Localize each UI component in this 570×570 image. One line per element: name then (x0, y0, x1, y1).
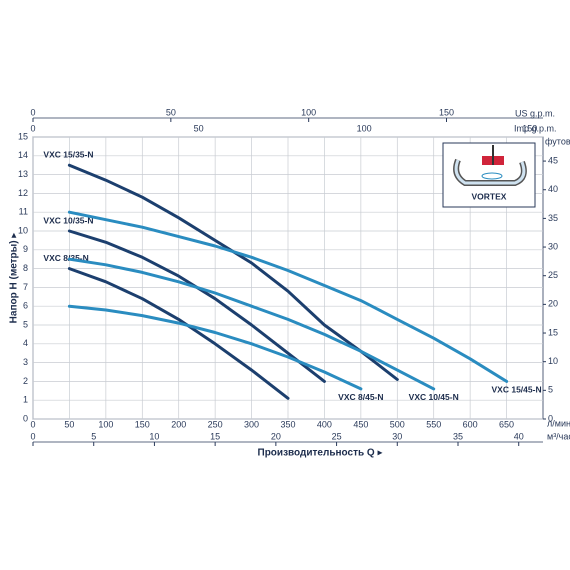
us-gpm-tick-label: 50 (166, 107, 176, 117)
m3h-tick-label: 35 (453, 431, 463, 441)
imp-gpm-tick-label: 0 (30, 123, 35, 133)
series-label: VXC 10/45-N (409, 392, 459, 402)
x-axis-title: Производительность Q ▸ (258, 448, 383, 459)
curve (67, 210, 509, 383)
y-tick-label: 11 (19, 207, 28, 217)
feet-tick-label: 20 (548, 299, 558, 309)
x-tick-label: 50 (64, 419, 74, 429)
m3h-tick-label: 25 (332, 431, 342, 441)
y-tick-label: 3 (23, 357, 28, 367)
m3h-tick-label: 20 (271, 431, 281, 441)
y-tick-label: 14 (18, 150, 28, 160)
x-tick-label: 100 (98, 419, 113, 429)
y-tick-label: 8 (23, 263, 28, 273)
x-tick-label: 0 (30, 419, 35, 429)
x-tick-label: 450 (353, 419, 368, 429)
feet-tick-label: 15 (548, 327, 558, 337)
feet-tick-label: 0 (548, 413, 553, 423)
imp-gpm-tick-label: 100 (357, 123, 372, 133)
us-gpm-tick-label: 150 (439, 107, 454, 117)
x-tick-label: 150 (135, 419, 150, 429)
x-tick-label: 550 (426, 419, 441, 429)
imp-gpm-tick-label: 50 (194, 123, 204, 133)
series-label: VXC 8/35-N (43, 253, 88, 263)
x-tick-label: 350 (280, 419, 295, 429)
m3h-tick-label: 40 (514, 431, 524, 441)
m3h-tick-label: 15 (210, 431, 220, 441)
feet-tick-label: 35 (548, 213, 558, 223)
m3h-tick-label: 0 (30, 431, 35, 441)
x-tick-label: 400 (317, 419, 332, 429)
x-tick-label: 250 (208, 419, 223, 429)
unit-label: футов (545, 136, 570, 146)
curve (67, 257, 436, 391)
feet-tick-label: 5 (548, 385, 553, 395)
y-tick-label: 13 (18, 169, 28, 179)
feet-tick-label: 40 (548, 184, 558, 194)
feet-tick-label: 45 (548, 155, 558, 165)
y-tick-label: 6 (23, 301, 28, 311)
y-tick-label: 2 (23, 376, 28, 386)
curve (67, 267, 290, 400)
series-label: VXC 8/45-N (338, 392, 383, 402)
x-tick-label: 500 (390, 419, 405, 429)
y-tick-label: 12 (18, 188, 28, 198)
m3h-tick-label: 30 (392, 431, 402, 441)
curve (67, 304, 363, 391)
y-tick-label: 10 (18, 225, 28, 235)
y-axis-title: Напор H (метры) ▸ (9, 233, 20, 324)
x-tick-label: 300 (244, 419, 259, 429)
y-tick-label: 5 (23, 319, 28, 329)
y-tick-label: 15 (18, 131, 28, 141)
feet-tick-label: 30 (548, 241, 558, 251)
y-tick-label: 1 (23, 395, 28, 405)
series-label: VXC 10/35-N (43, 215, 93, 225)
y-tick-label: 4 (23, 338, 28, 348)
y-tick-label: 0 (23, 413, 28, 423)
feet-tick-label: 10 (548, 356, 558, 366)
inset-label: VORTEX (472, 191, 507, 201)
us-gpm-tick-label: 100 (301, 107, 316, 117)
x-tick-label: 650 (499, 419, 514, 429)
m3h-tick-label: 5 (91, 431, 96, 441)
unit-label: м³/час (547, 431, 570, 441)
x-tick-label: 600 (463, 419, 478, 429)
unit-label: US g.p.m. (515, 108, 555, 118)
y-tick-label: 7 (23, 282, 28, 292)
series-label: VXC 15/45-N (492, 385, 542, 395)
y-tick-label: 9 (23, 244, 28, 254)
feet-tick-label: 25 (548, 270, 558, 280)
imp-gpm-tick-label: 150 (522, 123, 537, 133)
x-tick-label: 200 (171, 419, 186, 429)
m3h-tick-label: 10 (149, 431, 159, 441)
vortex-inset: VORTEX (442, 142, 536, 208)
unit-label: л/мин (547, 418, 570, 428)
series-label: VXC 15/35-N (43, 149, 93, 159)
us-gpm-tick-label: 0 (30, 107, 35, 117)
unit-label: Imp g.p.m. (514, 123, 557, 133)
